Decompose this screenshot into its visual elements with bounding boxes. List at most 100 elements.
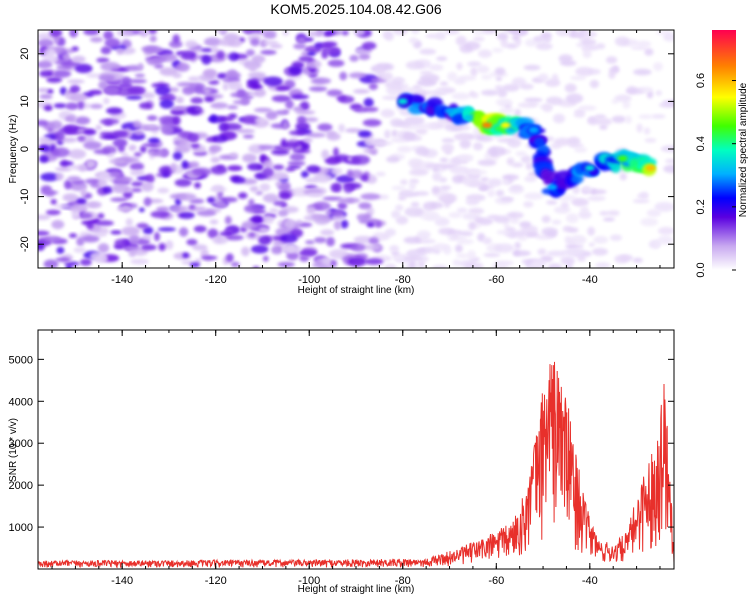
heatmap-noise-cell bbox=[578, 210, 592, 219]
heatmap-noise-cell bbox=[578, 105, 597, 111]
snr-x-tick-label: -60 bbox=[488, 575, 504, 587]
heatmap-noise-cell bbox=[467, 250, 476, 261]
heatmap-noise-cell bbox=[333, 220, 342, 231]
heatmap-noise-cell bbox=[241, 115, 260, 125]
heatmap-noise-cell bbox=[449, 165, 469, 175]
heatmap-noise-cell bbox=[538, 73, 549, 82]
heatmap-noise-cell bbox=[400, 179, 408, 186]
heatmap-noise-cell bbox=[638, 114, 653, 119]
heatmap-noise-cell bbox=[204, 96, 215, 102]
heatmap-noise-cell bbox=[338, 123, 345, 133]
heatmap-noise-cell bbox=[457, 154, 474, 160]
heatmap-noise-cell bbox=[507, 138, 522, 148]
heatmap-noise-cell bbox=[454, 244, 463, 253]
heatmap-noise-cell bbox=[565, 93, 584, 104]
heatmap-noise-cell bbox=[188, 76, 200, 82]
snr-plot-area bbox=[38, 361, 674, 569]
snr-series-line bbox=[38, 361, 674, 569]
heatmap-noise-cell bbox=[275, 181, 282, 187]
heatmap-noise-cell bbox=[300, 170, 309, 178]
heatmap-noise-cell bbox=[349, 54, 359, 62]
heatmap-y-tick-label: 20 bbox=[19, 48, 31, 60]
heatmap-noise-cell bbox=[306, 59, 322, 69]
heatmap-noise-cell bbox=[161, 125, 174, 135]
heatmap-noise-cell bbox=[282, 120, 289, 130]
heatmap-noise-cell bbox=[201, 55, 212, 65]
heatmap-noise-cell bbox=[411, 30, 420, 35]
heatmap-noise-cell bbox=[180, 50, 197, 60]
colorbar-label: Normalized spectral amplitude bbox=[738, 82, 749, 217]
heatmap-peak bbox=[481, 122, 492, 129]
heatmap-noise-cell bbox=[77, 100, 85, 110]
heatmap-noise-cell bbox=[178, 211, 195, 219]
heatmap-noise-cell bbox=[599, 211, 610, 216]
heatmap-noise-cell bbox=[111, 183, 130, 194]
heatmap-noise-cell bbox=[142, 92, 156, 99]
heatmap-noise-cell bbox=[265, 110, 278, 120]
heatmap-noise-cell bbox=[451, 157, 462, 167]
heatmap-noise-cell bbox=[216, 73, 226, 79]
heatmap-noise-cell bbox=[556, 30, 572, 36]
heatmap-noise-cell bbox=[417, 230, 431, 239]
heatmap-noise-cell bbox=[243, 60, 262, 70]
heatmap-noise-cell bbox=[588, 242, 595, 247]
heatmap-noise-cell bbox=[306, 132, 326, 138]
heatmap-noise-cell bbox=[182, 252, 190, 259]
heatmap-noise-cell bbox=[330, 167, 343, 176]
heatmap-noise-cell bbox=[112, 130, 129, 138]
heatmap-noise-cell bbox=[473, 142, 483, 151]
heatmap-noise-cell bbox=[514, 108, 521, 117]
heatmap-noise-cell bbox=[487, 178, 503, 187]
heatmap-noise-cell bbox=[514, 241, 521, 250]
heatmap-noise-cell bbox=[456, 253, 470, 259]
heatmap-noise-cell bbox=[395, 215, 409, 225]
heatmap-noise-cell bbox=[546, 250, 567, 257]
heatmap-noise-cell bbox=[625, 115, 632, 124]
heatmap-noise-cell bbox=[386, 156, 400, 163]
heatmap-noise-cell bbox=[473, 36, 485, 42]
heatmap-noise-cell bbox=[254, 88, 266, 98]
heatmap-noise-cell bbox=[492, 48, 503, 53]
heatmap-noise-cell bbox=[81, 235, 100, 243]
heatmap-noise-cell bbox=[596, 43, 606, 50]
heatmap-noise-cell bbox=[364, 258, 384, 265]
heatmap-noise-cell bbox=[177, 193, 197, 201]
heatmap-noise-cell bbox=[157, 227, 176, 232]
snr-y-tick-label: 3000 bbox=[9, 438, 33, 450]
heatmap-noise-cell bbox=[98, 74, 116, 82]
heatmap-noise-cell bbox=[330, 183, 340, 193]
heatmap-peak bbox=[397, 98, 408, 105]
heatmap-noise-cell bbox=[128, 144, 137, 151]
heatmap-noise-cell bbox=[511, 162, 524, 168]
heatmap-noise-cell bbox=[252, 265, 260, 268]
heatmap-noise-cell bbox=[553, 113, 565, 124]
heatmap-noise-cell bbox=[154, 231, 160, 242]
heatmap-noise-cell bbox=[635, 40, 652, 48]
snr-x-tick-label: -40 bbox=[582, 575, 598, 587]
heatmap-noise-cell bbox=[246, 78, 260, 87]
heatmap-noise-cell bbox=[54, 46, 66, 56]
heatmap-noise-cell bbox=[577, 30, 598, 38]
heatmap-noise-cell bbox=[258, 227, 269, 234]
heatmap-noise-cell bbox=[129, 162, 145, 171]
heatmap-noise-cell bbox=[203, 68, 217, 78]
heatmap-noise-cell bbox=[43, 259, 59, 268]
heatmap-noise-cell bbox=[203, 37, 222, 47]
heatmap-noise-cell bbox=[143, 45, 163, 54]
heatmap-noise-cell bbox=[97, 243, 110, 253]
heatmap-noise-cell bbox=[68, 114, 77, 123]
heatmap-noise-cell bbox=[38, 214, 51, 220]
heatmap-noise-cell bbox=[408, 37, 418, 44]
heatmap-noise-cell bbox=[121, 76, 132, 86]
snr-x-axis-label: Height of straight line (km) bbox=[298, 584, 415, 595]
heatmap-noise-cell bbox=[325, 209, 333, 216]
heatmap-noise-cell bbox=[247, 163, 264, 171]
heatmap-noise-cell bbox=[230, 92, 250, 98]
heatmap-noise-cell bbox=[321, 149, 330, 160]
heatmap-noise-cell bbox=[212, 236, 228, 245]
heatmap-noise-cell bbox=[651, 114, 666, 119]
heatmap-noise-cell bbox=[292, 106, 304, 112]
heatmap-noise-cell bbox=[353, 235, 374, 244]
heatmap-noise-cell bbox=[431, 186, 440, 194]
heatmap-noise-cell bbox=[39, 93, 53, 100]
